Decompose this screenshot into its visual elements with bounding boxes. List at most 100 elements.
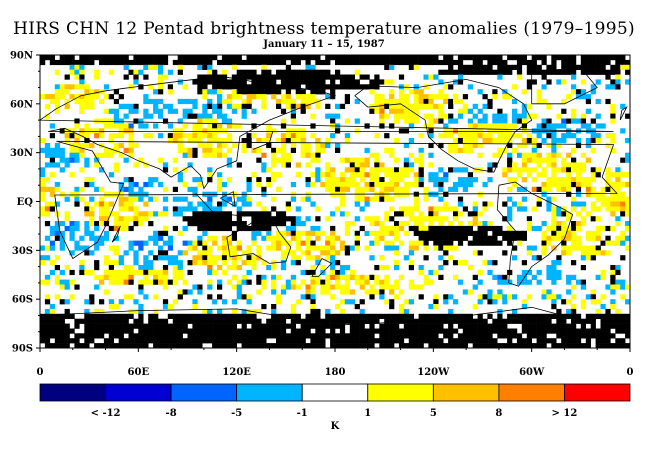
anomaly-cell bbox=[354, 328, 360, 334]
anomaly-cell bbox=[241, 333, 247, 339]
anomaly-cell bbox=[177, 313, 183, 319]
anomaly-cell bbox=[374, 318, 380, 324]
anomaly-cell bbox=[89, 333, 95, 339]
anomaly-cell bbox=[94, 308, 100, 315]
anomaly-cell bbox=[108, 225, 115, 232]
anomaly-cell bbox=[354, 59, 360, 66]
anomaly-cell bbox=[453, 245, 459, 251]
anomaly-cell bbox=[566, 191, 572, 197]
anomaly-cell bbox=[315, 206, 321, 212]
anomaly-cell bbox=[290, 284, 297, 290]
anomaly-cell bbox=[251, 84, 257, 90]
anomaly-cell bbox=[512, 84, 518, 90]
anomaly-cell bbox=[162, 255, 169, 261]
anomaly-cell bbox=[89, 338, 95, 344]
anomaly-cell bbox=[221, 269, 228, 276]
anomaly-cell bbox=[217, 103, 223, 109]
anomaly-cell bbox=[556, 333, 562, 339]
anomaly-cell bbox=[561, 235, 567, 241]
anomaly-cell bbox=[472, 64, 478, 70]
anomaly-cell bbox=[477, 152, 483, 158]
anomaly-cell bbox=[241, 308, 247, 315]
anomaly-cell bbox=[398, 186, 405, 192]
anomaly-cell bbox=[99, 128, 105, 134]
anomaly-cell bbox=[556, 186, 562, 192]
anomaly-cell bbox=[182, 318, 188, 324]
anomaly-cell bbox=[207, 313, 213, 319]
anomaly-cell bbox=[551, 69, 557, 75]
anomaly-cell bbox=[487, 240, 493, 246]
anomaly-cell bbox=[59, 191, 65, 197]
anomaly-cell bbox=[113, 250, 120, 256]
anomaly-cell bbox=[389, 328, 395, 334]
anomaly-cell bbox=[526, 172, 533, 178]
anomaly-cell bbox=[325, 240, 331, 246]
anomaly-cell bbox=[295, 221, 301, 227]
anomaly-cell bbox=[103, 55, 110, 61]
anomaly-cell bbox=[99, 206, 105, 212]
anomaly-cell bbox=[59, 318, 65, 324]
anomaly-cell bbox=[551, 245, 557, 251]
anomaly-cell bbox=[276, 89, 282, 95]
anomaly-cell bbox=[305, 177, 311, 183]
anomaly-cell bbox=[285, 201, 292, 207]
anomaly-cell bbox=[610, 274, 616, 280]
anomaly-cell bbox=[428, 118, 434, 124]
anomaly-cell bbox=[467, 211, 474, 217]
anomaly-cell bbox=[295, 138, 301, 144]
anomaly-cell bbox=[192, 245, 198, 251]
anomaly-cell bbox=[536, 64, 542, 70]
anomaly-cell bbox=[99, 308, 105, 315]
anomaly-cell bbox=[502, 343, 508, 348]
anomaly-cell bbox=[261, 89, 267, 95]
anomaly-cell bbox=[118, 118, 124, 124]
anomaly-cell bbox=[54, 318, 61, 324]
anomaly-cell bbox=[99, 55, 105, 61]
anomaly-cell bbox=[94, 245, 100, 251]
anomaly-cell bbox=[344, 138, 351, 144]
anomaly-cell bbox=[217, 147, 223, 153]
anomaly-cell bbox=[310, 55, 316, 61]
anomaly-cell bbox=[290, 260, 297, 266]
anomaly-cell bbox=[103, 108, 110, 114]
anomaly-cell bbox=[487, 338, 493, 344]
anomaly-cell bbox=[128, 333, 134, 339]
anomaly-cell bbox=[266, 84, 272, 90]
anomaly-cell bbox=[158, 245, 164, 251]
anomaly-cell bbox=[162, 240, 169, 246]
coastlines bbox=[40, 67, 630, 326]
anomaly-cell bbox=[394, 186, 400, 192]
anomaly-cell bbox=[580, 318, 587, 324]
anomaly-cell bbox=[177, 118, 183, 124]
anomaly-cell bbox=[605, 318, 611, 324]
anomaly-cell bbox=[305, 250, 311, 256]
anomaly-cell bbox=[207, 216, 213, 222]
anomaly-cell bbox=[433, 338, 439, 344]
anomaly-cell bbox=[595, 113, 601, 119]
anomaly-cell bbox=[428, 211, 434, 217]
anomaly-cell bbox=[251, 260, 257, 266]
anomaly-cell bbox=[280, 284, 287, 290]
anomaly-cell bbox=[561, 328, 567, 334]
anomaly-cell bbox=[516, 167, 523, 173]
anomaly-cell bbox=[438, 59, 444, 66]
anomaly-cell bbox=[359, 284, 365, 290]
anomaly-cell bbox=[187, 186, 193, 192]
anomaly-cell bbox=[566, 299, 572, 305]
anomaly-cell bbox=[546, 142, 552, 149]
anomaly-cell bbox=[74, 59, 80, 66]
anomaly-cell bbox=[448, 308, 454, 315]
anomaly-cell bbox=[236, 196, 242, 202]
anomaly-cell bbox=[418, 343, 424, 348]
anomaly-cell bbox=[556, 343, 562, 348]
anomaly-cell bbox=[477, 123, 483, 129]
anomaly-cell bbox=[99, 333, 105, 339]
anomaly-cell bbox=[202, 89, 208, 95]
anomaly-cell bbox=[497, 240, 503, 246]
anomaly-cell bbox=[551, 299, 557, 305]
anomaly-cell bbox=[271, 245, 277, 251]
anomaly-cell bbox=[212, 138, 218, 144]
anomaly-cell bbox=[300, 338, 306, 344]
anomaly-cell bbox=[394, 230, 400, 236]
anomaly-cell bbox=[64, 328, 70, 334]
